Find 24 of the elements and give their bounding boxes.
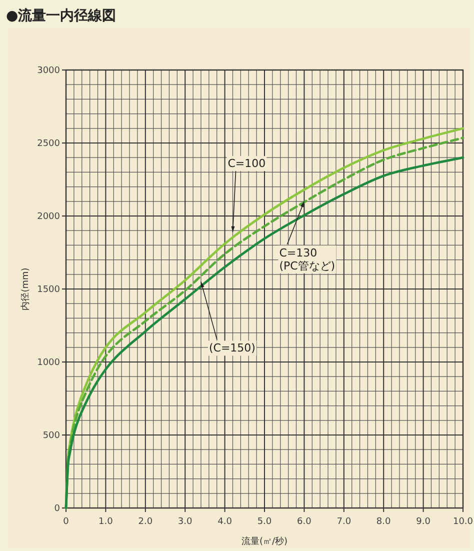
chart-title: ●流量一内径線図 — [6, 7, 116, 24]
y-tick-label: 1000 — [37, 358, 60, 368]
x-tick-label: 9.0 — [416, 517, 431, 527]
x-tick-label: 10.0 — [452, 517, 474, 527]
x-tick-label: 5.0 — [257, 517, 272, 527]
annotation: C=100 — [228, 157, 266, 170]
y-tick-label: 0 — [54, 504, 60, 514]
x-tick-label: 6.0 — [297, 517, 312, 527]
x-tick-label: 0 — [63, 517, 70, 527]
y-tick-label: 500 — [42, 431, 60, 441]
x-tick-label: 2.0 — [138, 517, 153, 527]
y-tick-label: 1500 — [37, 285, 60, 295]
x-tick-label: 8.0 — [376, 517, 392, 527]
x-tick-label: 4.0 — [218, 517, 232, 527]
annotation: C=130 (PC管など) — [279, 246, 336, 272]
annotation: (C=150) — [208, 342, 256, 355]
y-tick-label: 3000 — [37, 66, 60, 76]
x-tick-label: 3.0 — [178, 517, 193, 527]
x-axis-title: 流量(㎥/秒) — [241, 536, 288, 547]
y-tick-label: 2500 — [37, 139, 60, 149]
y-tick-label: 2000 — [37, 212, 60, 222]
x-tick-label: 1.0 — [98, 517, 114, 527]
y-axis-title: 内径(mm) — [20, 268, 31, 310]
x-tick-label: 7.0 — [336, 517, 352, 527]
